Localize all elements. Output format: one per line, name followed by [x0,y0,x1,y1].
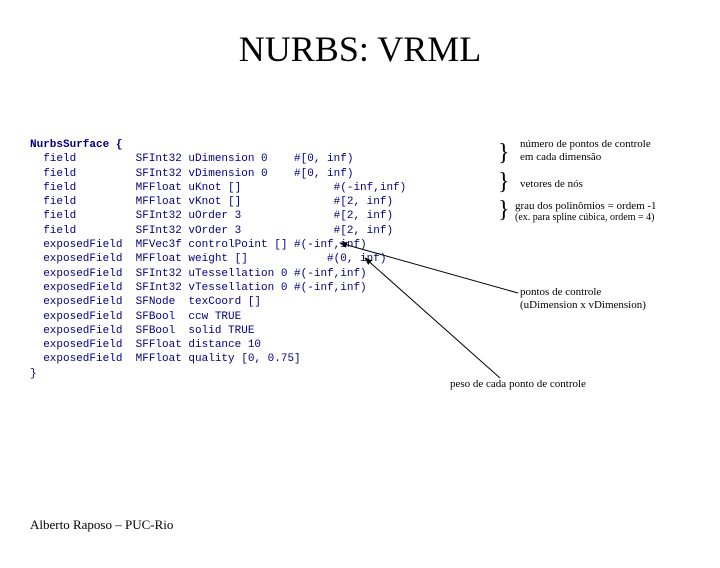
code-header: NurbsSurface { [30,139,122,151]
code-line-14: exposedField MFFloat quality [0, 0.75] [30,353,301,365]
code-line-3: field MFFloat vKnot [] #[2, inf) [30,196,393,208]
code-line-11: exposedField SFBool ccw TRUE [30,311,241,323]
code-line-12: exposedField SFBool solid TRUE [30,325,254,337]
code-line-6: exposedField MFVec3f controlPoint [] #(-… [30,239,367,251]
brace-orders: } [498,203,510,217]
code-line-7: exposedField MFFloat weight [] #(0, inf) [30,253,386,265]
code-line-5: field SFInt32 vOrder 3 #[2, inf) [30,225,393,237]
code-line-8: exposedField SFInt32 uTessellation 0 #(-… [30,268,367,280]
annot-vetores: vetores de nós [520,178,583,191]
code-line-13: exposedField SFFloat distance 10 [30,339,261,351]
footer-author: Alberto Raposo – PUC-Rio [30,517,173,533]
slide-title: NURBS: VRML [0,28,720,70]
code-line-4: field SFInt32 uOrder 3 #[2, inf) [30,210,393,222]
annot-peso: peso de cada ponto de controle [450,378,586,391]
code-line-10: exposedField SFNode texCoord [] [30,296,261,308]
code-line-2: field MFFloat uKnot [] #(-inf,inf) [30,182,406,194]
brace-dimensions: } [498,146,510,160]
code-line-15: } [30,368,37,380]
annot-num-pontos: número de pontos de controle em cada dim… [520,138,651,163]
vrml-code-block: NurbsSurface { field SFInt32 uDimension … [30,138,406,381]
annot-grau-ex: (ex. para spline cúbica, ordem = 4) [515,212,654,224]
brace-knots: } [498,175,510,189]
annot-grau: grau dos polinômios = ordem -1 [515,200,657,213]
code-line-0: field SFInt32 uDimension 0 #[0, inf) [30,153,353,165]
annot-pontos-controle: pontos de controle (uDimension x vDimens… [520,286,646,311]
code-line-1: field SFInt32 vDimension 0 #[0, inf) [30,168,353,180]
code-line-9: exposedField SFInt32 vTessellation 0 #(-… [30,282,367,294]
